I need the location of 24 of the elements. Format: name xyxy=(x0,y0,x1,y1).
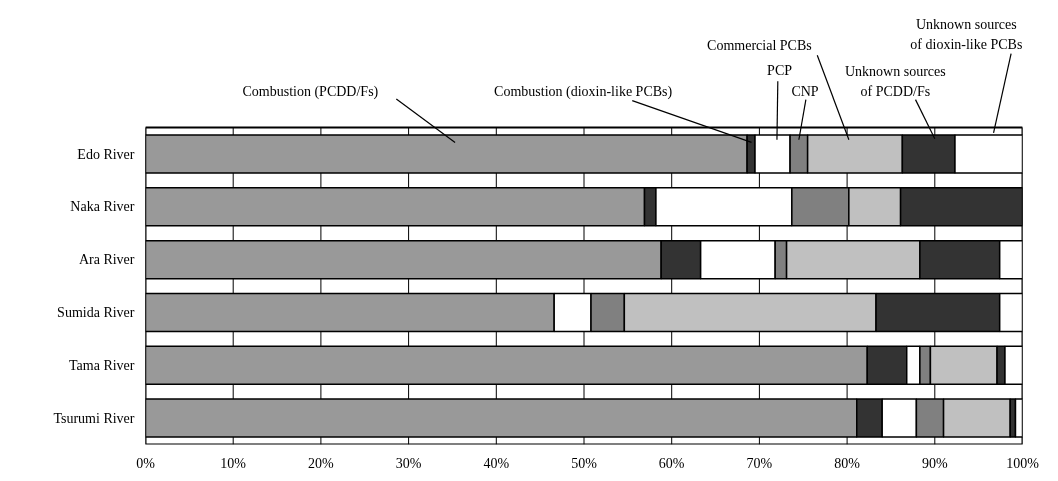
x-tick-label: 70% xyxy=(746,455,773,471)
x-tick-label: 60% xyxy=(658,455,685,471)
text: CNP xyxy=(791,83,819,99)
text: Unknown sources of PCDD/Fs xyxy=(844,63,946,99)
text: Combustion (dioxin-like PCBs) xyxy=(494,83,673,100)
y-tick-label: Tsurumi River xyxy=(53,410,135,426)
x-tick-label: 10% xyxy=(220,455,247,471)
text: Unknown sources of dioxin-like PCBs xyxy=(910,17,1023,53)
y-tick-label: Ara River xyxy=(78,252,135,268)
text: PCP xyxy=(767,62,793,78)
x-tick-label: 80% xyxy=(834,455,861,471)
x-tick-label: 20% xyxy=(308,455,335,471)
y-tick-label: Naka River xyxy=(70,199,135,215)
x-tick-label: 30% xyxy=(395,455,422,471)
y-tick-label: Sumida River xyxy=(57,304,135,320)
text: Combustion (PCDD/Fs) xyxy=(242,83,379,100)
x-tick-label: 90% xyxy=(921,455,948,471)
y-tick-label: Tama River xyxy=(69,357,135,373)
x-tick-label: 40% xyxy=(483,455,510,471)
y-tick-label: Edo River xyxy=(77,146,135,162)
text: Commercial PCBs xyxy=(707,37,812,53)
x-tick-label: 0% xyxy=(136,455,156,471)
x-tick-label: 50% xyxy=(571,455,598,471)
x-tick-label: 100% xyxy=(1006,455,1040,471)
